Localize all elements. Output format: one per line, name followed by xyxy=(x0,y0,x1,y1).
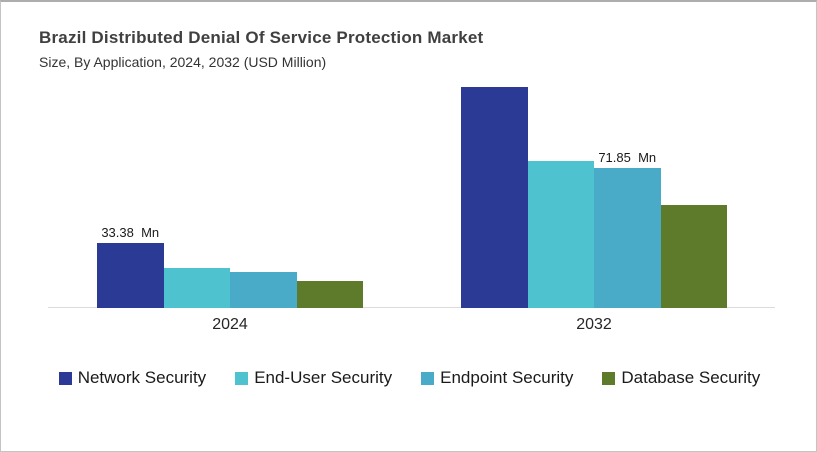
bar-group-2032: 71.85 Mn xyxy=(461,87,727,308)
bar-network-security-2024 xyxy=(97,242,164,308)
x-tick-2024: 2024 xyxy=(212,316,248,333)
bar-endpoint-security-2032 xyxy=(594,167,661,308)
bar-slot xyxy=(527,160,594,308)
bar-slot xyxy=(230,271,297,308)
bar-end-user-security-2032 xyxy=(527,160,594,308)
bar-network-security-2032 xyxy=(461,87,528,308)
bar-slot xyxy=(296,280,363,308)
data-label: 33.38 Mn xyxy=(101,224,160,240)
legend-label: Network Security xyxy=(77,368,207,387)
legend: Network Security End-User Security Endpoin… xyxy=(1,368,816,388)
x-tick-2032: 2032 xyxy=(576,316,612,333)
data-label: 71.85 Mn xyxy=(598,149,657,165)
chart-title: Brazil Distributed Denial Of Service Pro… xyxy=(39,28,484,47)
bar-group-2024: 33.38 Mn xyxy=(97,226,363,308)
x-axis-line xyxy=(48,307,775,308)
bar-end-user-security-2024 xyxy=(163,268,230,308)
legend-item-network-security: Network Security xyxy=(58,368,207,388)
bar-database-security-2032 xyxy=(660,205,727,308)
legend-swatch-icon xyxy=(58,371,72,385)
legend-swatch-icon xyxy=(235,371,249,385)
legend-item-endpoint-security: Endpoint Security xyxy=(421,368,573,388)
chart-subtitle: Size, By Application, 2024, 2032 (USD Mi… xyxy=(39,54,327,70)
bar-slot xyxy=(163,268,230,308)
bar-slot xyxy=(660,205,727,308)
bar-endpoint-security-2024 xyxy=(230,271,297,308)
legend-swatch-icon xyxy=(602,371,616,385)
bar-slot xyxy=(461,87,528,308)
bar-slot: 33.38 Mn xyxy=(97,226,164,308)
legend-label: Endpoint Security xyxy=(440,368,574,387)
legend-item-database-security: Database Security xyxy=(602,368,760,388)
legend-item-end-user-security: End-User Security xyxy=(235,368,392,388)
bar-slot: 71.85 Mn xyxy=(594,151,661,308)
legend-label: Database Security xyxy=(621,368,761,387)
bar-database-security-2024 xyxy=(296,280,363,308)
legend-label: End-User Security xyxy=(254,368,393,387)
legend-swatch-icon xyxy=(421,371,435,385)
